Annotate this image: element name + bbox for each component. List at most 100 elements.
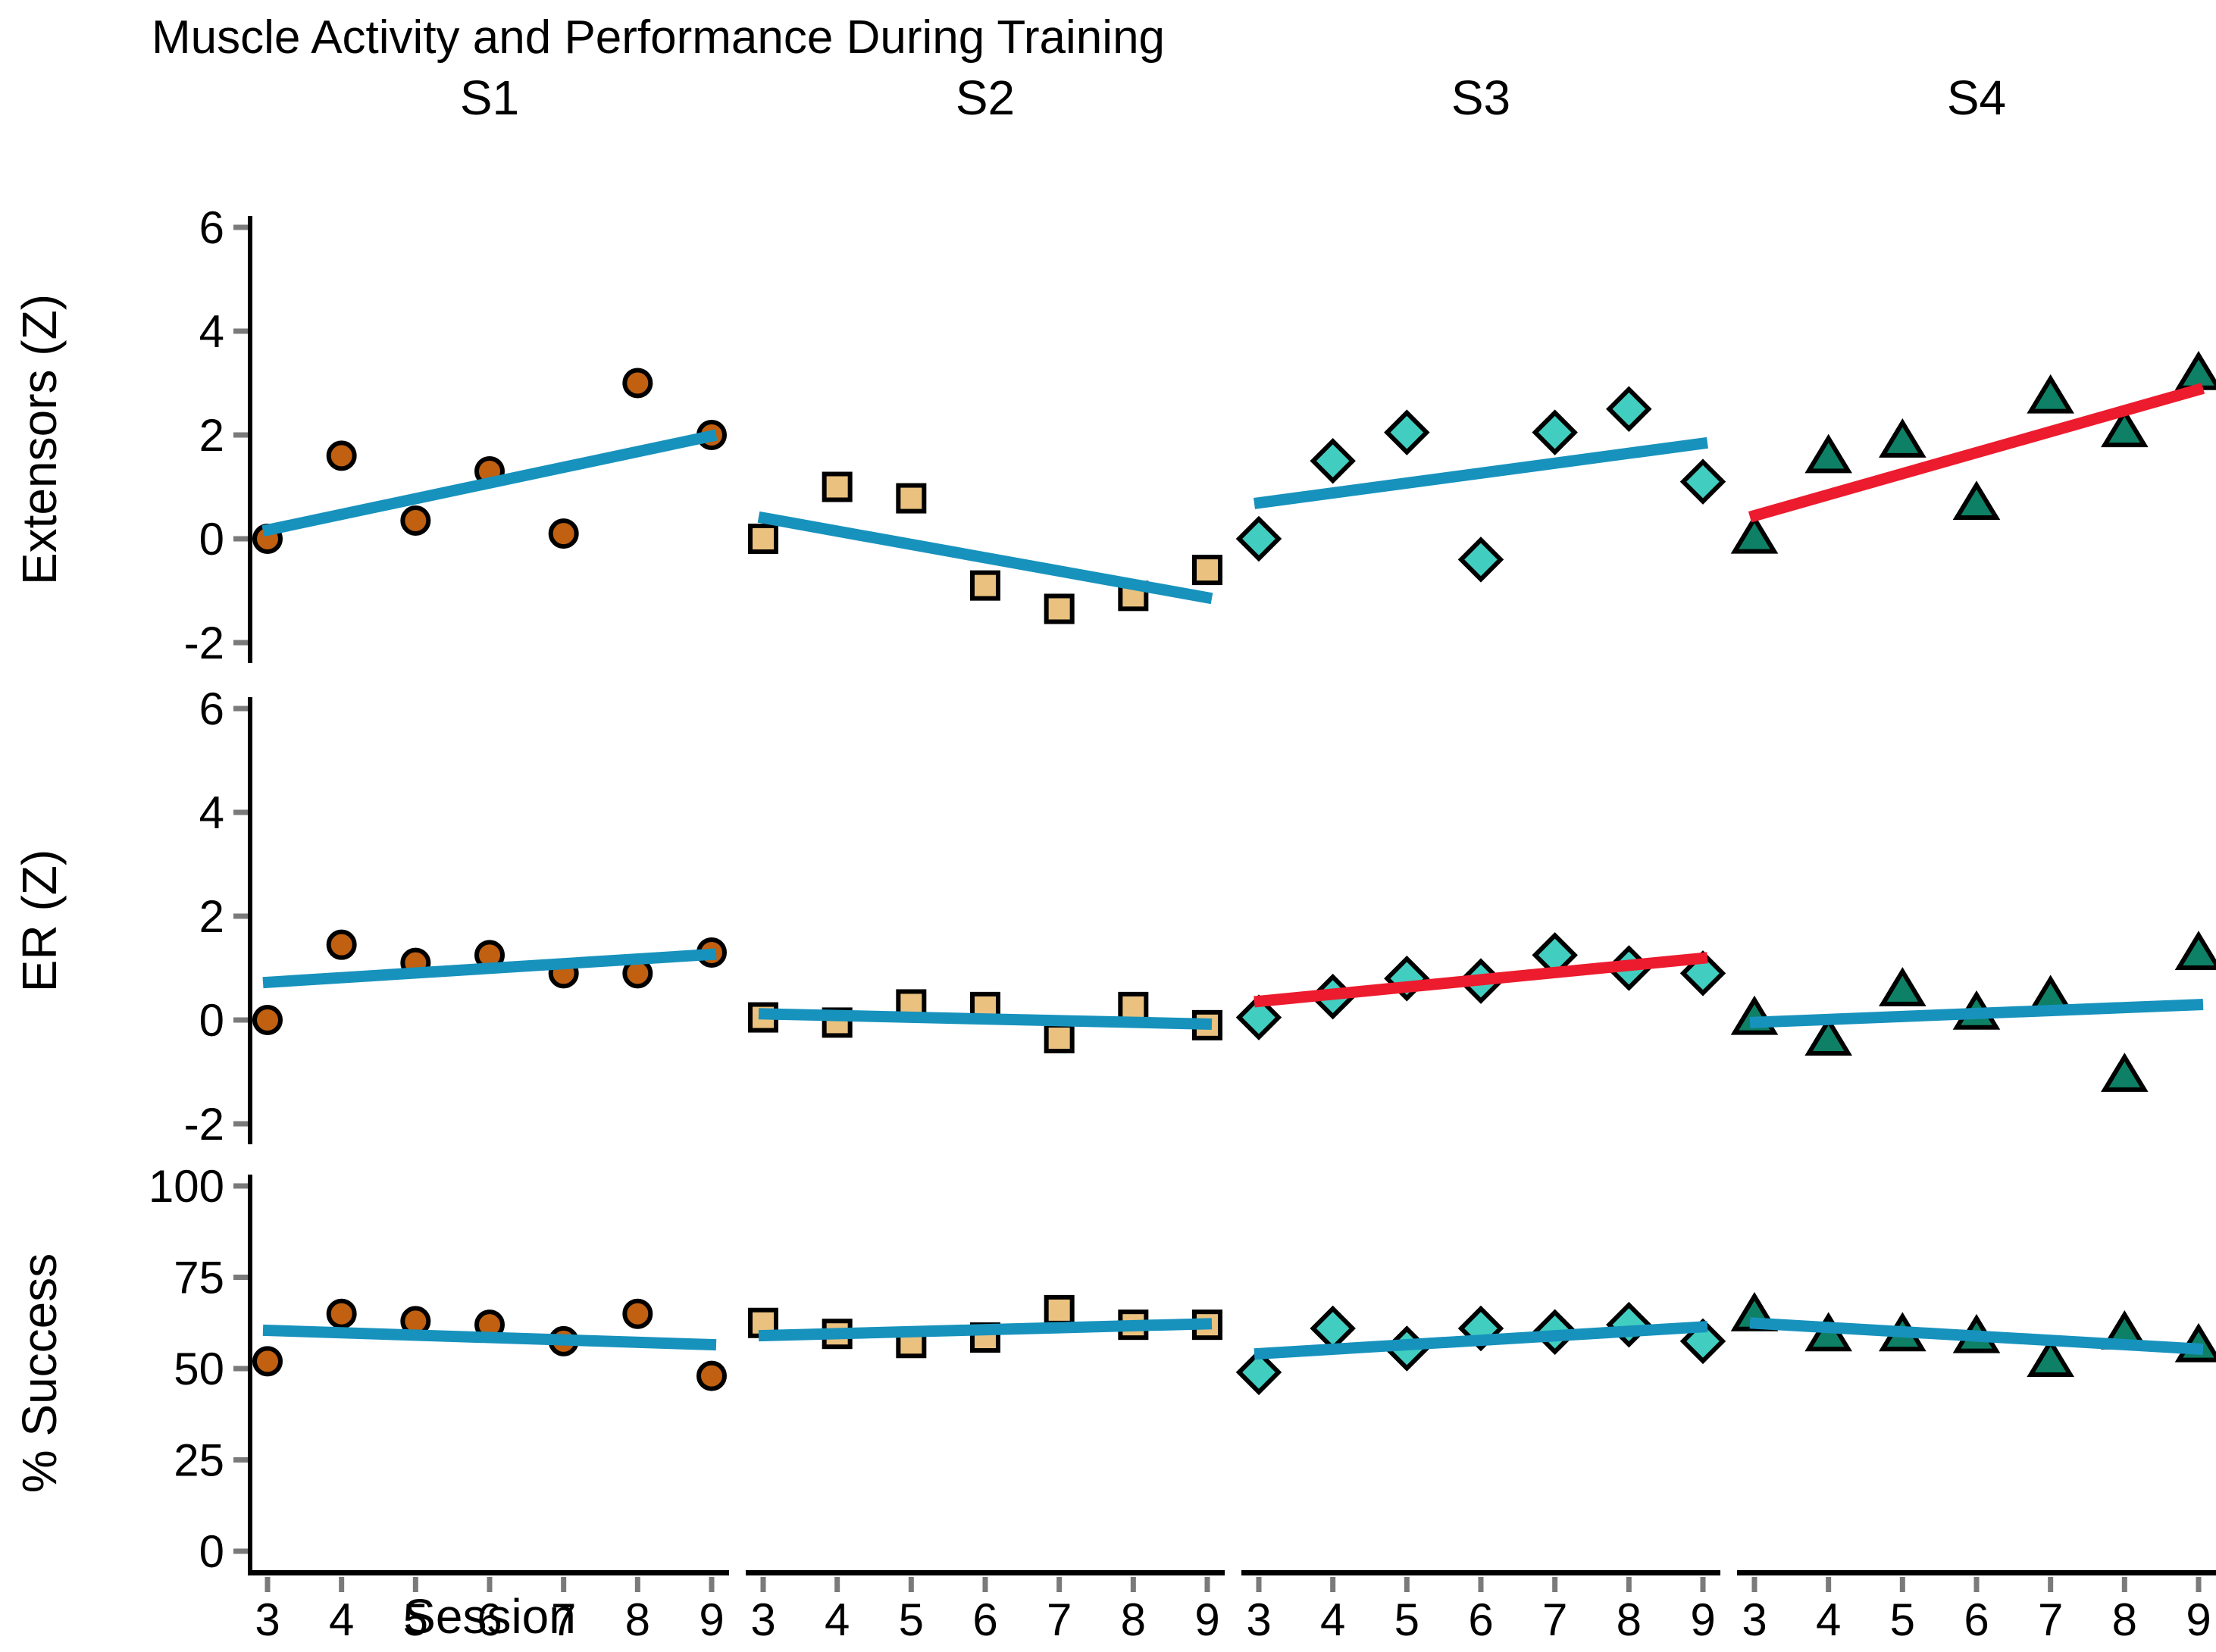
trend-line (261, 429, 718, 537)
x-tick-label: 5 (1890, 1594, 1915, 1645)
x-tick-label: 6 (972, 1594, 997, 1645)
data-point (400, 505, 431, 537)
data-point (1879, 967, 1926, 1006)
y-tick-label: 75 (174, 1253, 224, 1303)
data-point (1952, 480, 2001, 521)
data-point (1235, 994, 1282, 1040)
y-tick-label: -2 (184, 1099, 224, 1150)
x-tick-label: 3 (255, 1594, 280, 1645)
data-point (1310, 1305, 1356, 1352)
x-tick-label: 9 (1690, 1594, 1715, 1645)
y-tick-label: 25 (174, 1435, 224, 1486)
y-axis-line (248, 697, 252, 1144)
x-tick-label: 8 (1121, 1594, 1146, 1645)
x-axis-line (746, 1570, 1225, 1575)
data-point (252, 1005, 283, 1035)
x-tick-label: 7 (1047, 1594, 1072, 1645)
data-point (2027, 374, 2074, 414)
data-point (1044, 593, 1075, 624)
trend-line (1254, 436, 1708, 509)
facet-label-s3: S3 (1451, 70, 1511, 125)
chart-title: Muscle Activity and Performance During T… (152, 11, 1166, 64)
data-point (1192, 555, 1222, 586)
x-tick-label: 8 (2112, 1594, 2137, 1645)
data-point (822, 1007, 853, 1038)
trend-line (757, 511, 1213, 605)
x-tick-label: 6 (1964, 1594, 1989, 1645)
data-point (2027, 1338, 2074, 1377)
x-tick-label: 4 (1816, 1594, 1841, 1645)
data-point (1044, 1294, 1075, 1325)
data-point (1679, 458, 1726, 505)
x-tick-label: 9 (699, 1594, 724, 1645)
x-tick-label: 7 (551, 1594, 576, 1645)
data-point (1235, 515, 1282, 562)
data-point (1606, 386, 1652, 432)
data-point (1606, 1301, 1652, 1348)
data-point (326, 440, 357, 471)
y-tick-label: -2 (184, 618, 224, 668)
y-tick-label: 6 (199, 202, 224, 253)
data-point (1118, 991, 1149, 1022)
data-point (748, 524, 778, 554)
x-tick-label: 4 (329, 1594, 354, 1645)
data-point (1804, 433, 1852, 474)
data-point (1730, 514, 1779, 554)
y-tick-label: 2 (199, 891, 224, 942)
y-tick-label: 6 (199, 684, 224, 734)
data-point (1044, 1022, 1075, 1053)
x-axis-title: Session (403, 1589, 576, 1644)
y-tick-label: 100 (149, 1161, 224, 1212)
y-tick-label: 4 (199, 787, 224, 838)
trend-line (1254, 952, 1708, 1008)
data-point (1532, 409, 1578, 455)
data-point (696, 1360, 727, 1391)
data-point (622, 1298, 653, 1329)
y-axis-line (248, 1175, 252, 1572)
facet-label-s2: S2 (955, 70, 1016, 125)
data-point (2101, 408, 2149, 448)
data-point (2101, 1053, 2149, 1092)
data-point (252, 1346, 283, 1377)
x-tick-label: 6 (477, 1594, 502, 1645)
x-tick-label: 5 (403, 1594, 428, 1645)
data-point (622, 368, 653, 399)
y-axis-line (248, 216, 252, 663)
data-point (326, 929, 357, 960)
trend-line (758, 1008, 1213, 1030)
x-tick-label: 6 (1468, 1594, 1493, 1645)
data-point (896, 483, 927, 514)
x-tick-label: 8 (625, 1594, 650, 1645)
x-tick-label: 9 (1194, 1594, 1219, 1645)
data-point (2174, 931, 2216, 970)
data-point (1384, 409, 1430, 455)
facet-label-s4: S4 (1946, 70, 2007, 125)
trend-line (262, 948, 717, 989)
trend-line (1748, 383, 2205, 523)
y-tick-label: 50 (174, 1344, 224, 1394)
x-tick-label: 3 (750, 1594, 775, 1645)
x-axis-line (1241, 1570, 1720, 1575)
data-point (2174, 351, 2216, 390)
x-tick-label: 7 (2038, 1594, 2063, 1645)
data-point (970, 570, 1000, 601)
data-point (1457, 537, 1504, 583)
facet-label-s1: S1 (459, 70, 520, 125)
x-tick-label: 5 (899, 1594, 924, 1645)
data-point (1804, 1016, 1852, 1056)
data-point (1879, 418, 1926, 458)
y-tick-label: 2 (199, 410, 224, 461)
x-tick-label: 9 (2186, 1594, 2211, 1645)
trend-line (1254, 1321, 1708, 1360)
x-tick-label: 3 (1742, 1594, 1767, 1645)
trend-line (1749, 1317, 2204, 1355)
x-tick-label: 7 (1542, 1594, 1567, 1645)
x-tick-label: 4 (825, 1594, 850, 1645)
y-tick-label: 0 (199, 1526, 224, 1577)
x-axis-line (1737, 1570, 2216, 1575)
x-tick-label: 3 (1246, 1594, 1271, 1645)
x-axis-line (248, 1570, 729, 1575)
trend-line (262, 1324, 717, 1351)
